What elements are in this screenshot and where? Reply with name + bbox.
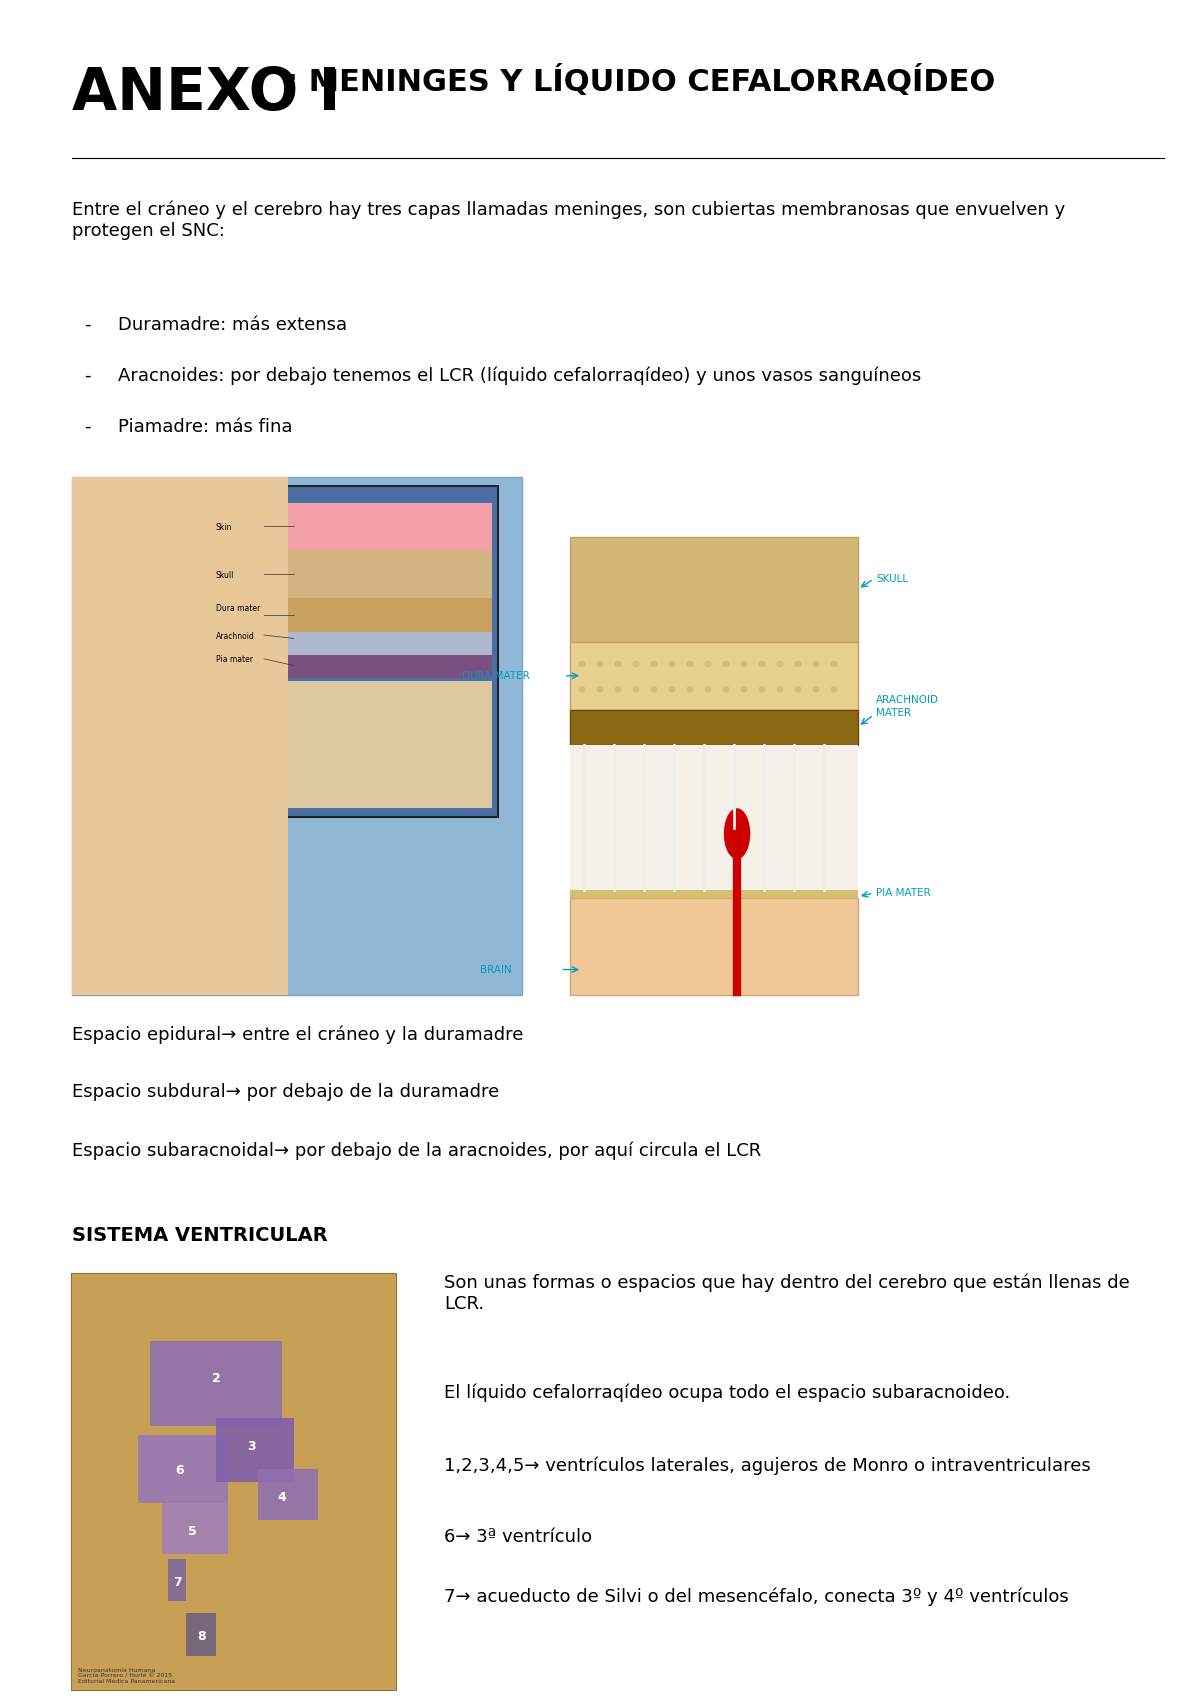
- Text: DURA MATER: DURA MATER: [462, 671, 529, 681]
- Text: Espacio subaracnoidal→ por debajo de la aracnoides, por aquí circula el LCR: Espacio subaracnoidal→ por debajo de la …: [72, 1141, 761, 1160]
- Ellipse shape: [578, 686, 586, 693]
- Ellipse shape: [650, 686, 658, 693]
- Bar: [162, 1503, 228, 1554]
- Bar: [216, 681, 492, 808]
- Bar: [72, 1274, 396, 1690]
- Bar: [216, 655, 492, 678]
- Text: 2: 2: [211, 1372, 221, 1386]
- Ellipse shape: [668, 686, 676, 693]
- Ellipse shape: [812, 661, 820, 667]
- Text: Skin: Skin: [216, 523, 233, 531]
- Text: 8: 8: [197, 1630, 206, 1644]
- Ellipse shape: [724, 808, 750, 859]
- Ellipse shape: [596, 661, 604, 667]
- Ellipse shape: [794, 686, 802, 693]
- Ellipse shape: [686, 686, 694, 693]
- Bar: [72, 477, 522, 995]
- Bar: [216, 1418, 294, 1482]
- Text: Espacio epidural→ entre el cráneo y la duramadre: Espacio epidural→ entre el cráneo y la d…: [72, 1026, 523, 1044]
- Bar: [216, 632, 492, 655]
- Text: Pia mater: Pia mater: [216, 655, 253, 664]
- Ellipse shape: [722, 686, 730, 693]
- Ellipse shape: [740, 661, 748, 667]
- Bar: [570, 898, 858, 995]
- Bar: [72, 1274, 396, 1690]
- Ellipse shape: [776, 686, 784, 693]
- Ellipse shape: [776, 661, 784, 667]
- Text: 6→ 3ª ventrículo: 6→ 3ª ventrículo: [444, 1528, 592, 1547]
- Text: 7: 7: [173, 1576, 182, 1589]
- Ellipse shape: [722, 661, 730, 667]
- Bar: [570, 710, 858, 745]
- Bar: [216, 503, 492, 550]
- Bar: [138, 1435, 228, 1503]
- Bar: [210, 486, 498, 817]
- Bar: [570, 537, 858, 642]
- Ellipse shape: [794, 661, 802, 667]
- Ellipse shape: [830, 686, 838, 693]
- Ellipse shape: [686, 661, 694, 667]
- Text: Son unas formas o espacios que hay dentro del cerebro que están llenas de
LCR.: Son unas formas o espacios que hay dentr…: [444, 1274, 1129, 1313]
- Bar: [216, 550, 492, 598]
- Text: SKULL: SKULL: [876, 574, 908, 584]
- Text: Entre el cráneo y el cerebro hay tres capas llamadas meninges, son cubiertas mem: Entre el cráneo y el cerebro hay tres ca…: [72, 200, 1066, 239]
- Ellipse shape: [812, 686, 820, 693]
- Bar: [570, 745, 858, 893]
- Text: 3: 3: [247, 1440, 257, 1453]
- Ellipse shape: [758, 686, 766, 693]
- Bar: [120, 774, 162, 859]
- Text: 1,2,3,4,5→ ventrículos laterales, agujeros de Monro o intraventriculares: 1,2,3,4,5→ ventrículos laterales, agujer…: [444, 1457, 1091, 1476]
- Text: 5: 5: [187, 1525, 197, 1538]
- Ellipse shape: [614, 686, 622, 693]
- Bar: [72, 477, 288, 995]
- Text: : MENINGES Y LÍQUIDO CEFALORRAQÍDEO: : MENINGES Y LÍQUIDO CEFALORRAQÍDEO: [286, 65, 995, 97]
- Text: Duramadre: más extensa: Duramadre: más extensa: [118, 316, 347, 335]
- Bar: [570, 642, 858, 710]
- Text: 4: 4: [277, 1491, 287, 1504]
- Bar: [150, 1341, 282, 1426]
- Text: Dura mater: Dura mater: [216, 604, 260, 613]
- Text: BRAIN: BRAIN: [480, 964, 511, 975]
- Ellipse shape: [704, 661, 712, 667]
- Text: Aracnoides: por debajo tenemos el LCR (líquido cefalorraqídeo) y unos vasos sang: Aracnoides: por debajo tenemos el LCR (l…: [118, 367, 920, 385]
- Text: SISTEMA VENTRICULAR: SISTEMA VENTRICULAR: [72, 1226, 328, 1245]
- Bar: [570, 890, 858, 902]
- Bar: [168, 1559, 186, 1601]
- Ellipse shape: [614, 661, 622, 667]
- Ellipse shape: [758, 661, 766, 667]
- Ellipse shape: [632, 661, 640, 667]
- Text: 6: 6: [175, 1464, 185, 1477]
- Bar: [216, 598, 492, 632]
- Text: Espacio subdural→ por debajo de la duramadre: Espacio subdural→ por debajo de la duram…: [72, 1083, 499, 1102]
- Text: -: -: [84, 316, 90, 335]
- Text: Neuroanatomía Humana
García-Porrero / Hurlé © 2015
Editorial Médica Panamericana: Neuroanatomía Humana García-Porrero / Hu…: [78, 1667, 175, 1684]
- Text: Arachnoid: Arachnoid: [216, 632, 254, 640]
- Text: Piamadre: más fina: Piamadre: más fina: [118, 418, 292, 436]
- Text: 7→ acueducto de Silvi o del mesencéfalo, conecta 3º y 4º ventrículos: 7→ acueducto de Silvi o del mesencéfalo,…: [444, 1588, 1069, 1606]
- Text: Skull: Skull: [216, 571, 234, 579]
- Text: -: -: [84, 418, 90, 436]
- Ellipse shape: [596, 686, 604, 693]
- Ellipse shape: [632, 686, 640, 693]
- Text: -: -: [84, 367, 90, 385]
- Text: ARACHNOID
MATER: ARACHNOID MATER: [876, 694, 940, 718]
- Bar: [186, 1613, 216, 1656]
- Text: ANEXO I: ANEXO I: [72, 65, 341, 122]
- Text: El líquido cefalorraqídeo ocupa todo el espacio subaracnoideo.: El líquido cefalorraqídeo ocupa todo el …: [444, 1384, 1010, 1403]
- Bar: [258, 1469, 318, 1520]
- Text: PIA MATER: PIA MATER: [876, 888, 931, 898]
- Ellipse shape: [668, 661, 676, 667]
- Ellipse shape: [830, 661, 838, 667]
- Ellipse shape: [650, 661, 658, 667]
- Ellipse shape: [740, 686, 748, 693]
- Ellipse shape: [578, 661, 586, 667]
- Ellipse shape: [704, 686, 712, 693]
